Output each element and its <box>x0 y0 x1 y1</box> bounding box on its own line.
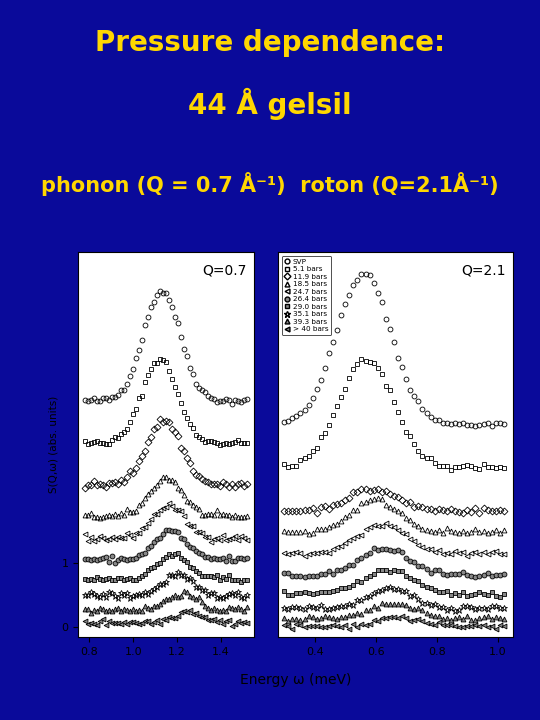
Text: 44 Å gelsil: 44 Å gelsil <box>188 88 352 120</box>
Text: Energy ω (meV): Energy ω (meV) <box>240 673 352 688</box>
Text: Q=0.7: Q=0.7 <box>202 264 247 277</box>
Text: phonon (Q = 0.7 Å⁻¹)  roton (Q=2.1Å⁻¹): phonon (Q = 0.7 Å⁻¹) roton (Q=2.1Å⁻¹) <box>41 171 499 196</box>
Y-axis label: S(Q,ω) (abs. units): S(Q,ω) (abs. units) <box>49 396 59 493</box>
Legend: SVP, 5.1 bars, 11.9 bars, 18.5 bars, 24.7 bars, 26.4 bars, 29.0 bars, 35.1 bars,: SVP, 5.1 bars, 11.9 bars, 18.5 bars, 24.… <box>282 256 331 335</box>
Text: Pressure dependence:: Pressure dependence: <box>95 30 445 57</box>
Text: Q=2.1: Q=2.1 <box>462 264 506 277</box>
